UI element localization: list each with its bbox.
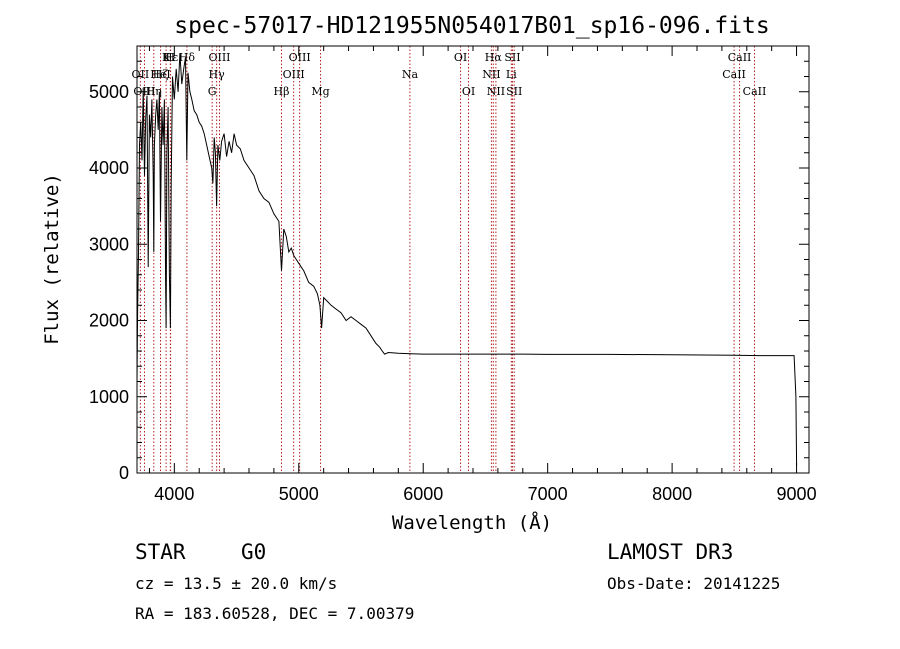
- y-tick-label: 3000: [89, 234, 129, 254]
- chart-title: spec-57017-HD121955N054017B01_sp16-096.f…: [174, 13, 769, 39]
- y-tick-label: 4000: [89, 158, 129, 178]
- spectral-line-label: Hβ: [274, 85, 290, 98]
- spectral-line-label: OIII: [208, 51, 230, 64]
- spectral-line-markers: [139, 46, 755, 473]
- spectral-line-label: SII: [504, 51, 520, 64]
- spectral-line-label: NII: [487, 85, 505, 98]
- x-axis: 4000 5000 6000 7000 8000 9000: [148, 46, 817, 504]
- y-tick-label: 2000: [89, 311, 129, 331]
- x-axis-label: Wavelength (Å): [392, 511, 552, 534]
- spectral-line-label: OII: [132, 68, 150, 81]
- x-tick-label: 8000: [652, 484, 692, 504]
- x-tick-label: 6000: [403, 484, 443, 504]
- x-tick-label: 5000: [279, 484, 319, 504]
- spectral-line-label: Na: [402, 68, 419, 81]
- y-tick-label: 1000: [89, 387, 129, 407]
- object-subclass: G0: [241, 540, 266, 564]
- y-axis-label: Flux (relative): [41, 173, 63, 345]
- spectral-line-label: Hδ: [179, 51, 196, 64]
- spectral-line-label: Li: [506, 68, 517, 81]
- spectral-line-label: CaII: [743, 85, 767, 98]
- spectral-line-label: CaII: [728, 51, 752, 64]
- y-tick-label: 0: [119, 463, 129, 483]
- spectrum-series: [136, 53, 798, 466]
- survey-name: LAMOST DR3: [607, 540, 733, 564]
- spectral-line-label: OI: [462, 85, 475, 98]
- x-tick-label: 4000: [154, 484, 194, 504]
- x-tick-label: 9000: [777, 484, 817, 504]
- object-class: STAR: [135, 540, 186, 564]
- spectral-line-label: H: [166, 51, 176, 64]
- spectral-line-label: OIII: [283, 68, 305, 81]
- observation-date: Obs-Date: 20141225: [607, 574, 780, 593]
- spectral-line-label: Hγ: [209, 68, 226, 81]
- spectral-line-label: Hα: [485, 51, 503, 64]
- spectral-line-label: OI: [454, 51, 467, 64]
- spectral-line-label: K: [162, 51, 171, 64]
- spectral-line-label: SII: [506, 85, 522, 98]
- spectral-line-label: G: [208, 85, 217, 98]
- y-tick-label: 5000: [89, 82, 129, 102]
- spectral-line-label: Mg: [311, 85, 329, 98]
- y-axis: 0 1000 2000 3000 4000 5000: [89, 60, 809, 483]
- spectral-line-label: CaII: [722, 68, 746, 81]
- spectral-line-label: HeI: [150, 68, 170, 81]
- spectral-line-label: Hζ: [153, 68, 169, 81]
- coordinates: RA = 183.60528, DEC = 7.00379: [135, 604, 414, 623]
- x-tick-label: 7000: [528, 484, 568, 504]
- plot-frame: [136, 45, 810, 474]
- spectral-line-label: NII: [482, 68, 500, 81]
- spectral-line-label: Hη: [146, 85, 162, 98]
- spectral-line-label: OIII: [289, 51, 311, 64]
- redshift-velocity: cz = 13.5 ± 20.0 km/s: [135, 574, 337, 593]
